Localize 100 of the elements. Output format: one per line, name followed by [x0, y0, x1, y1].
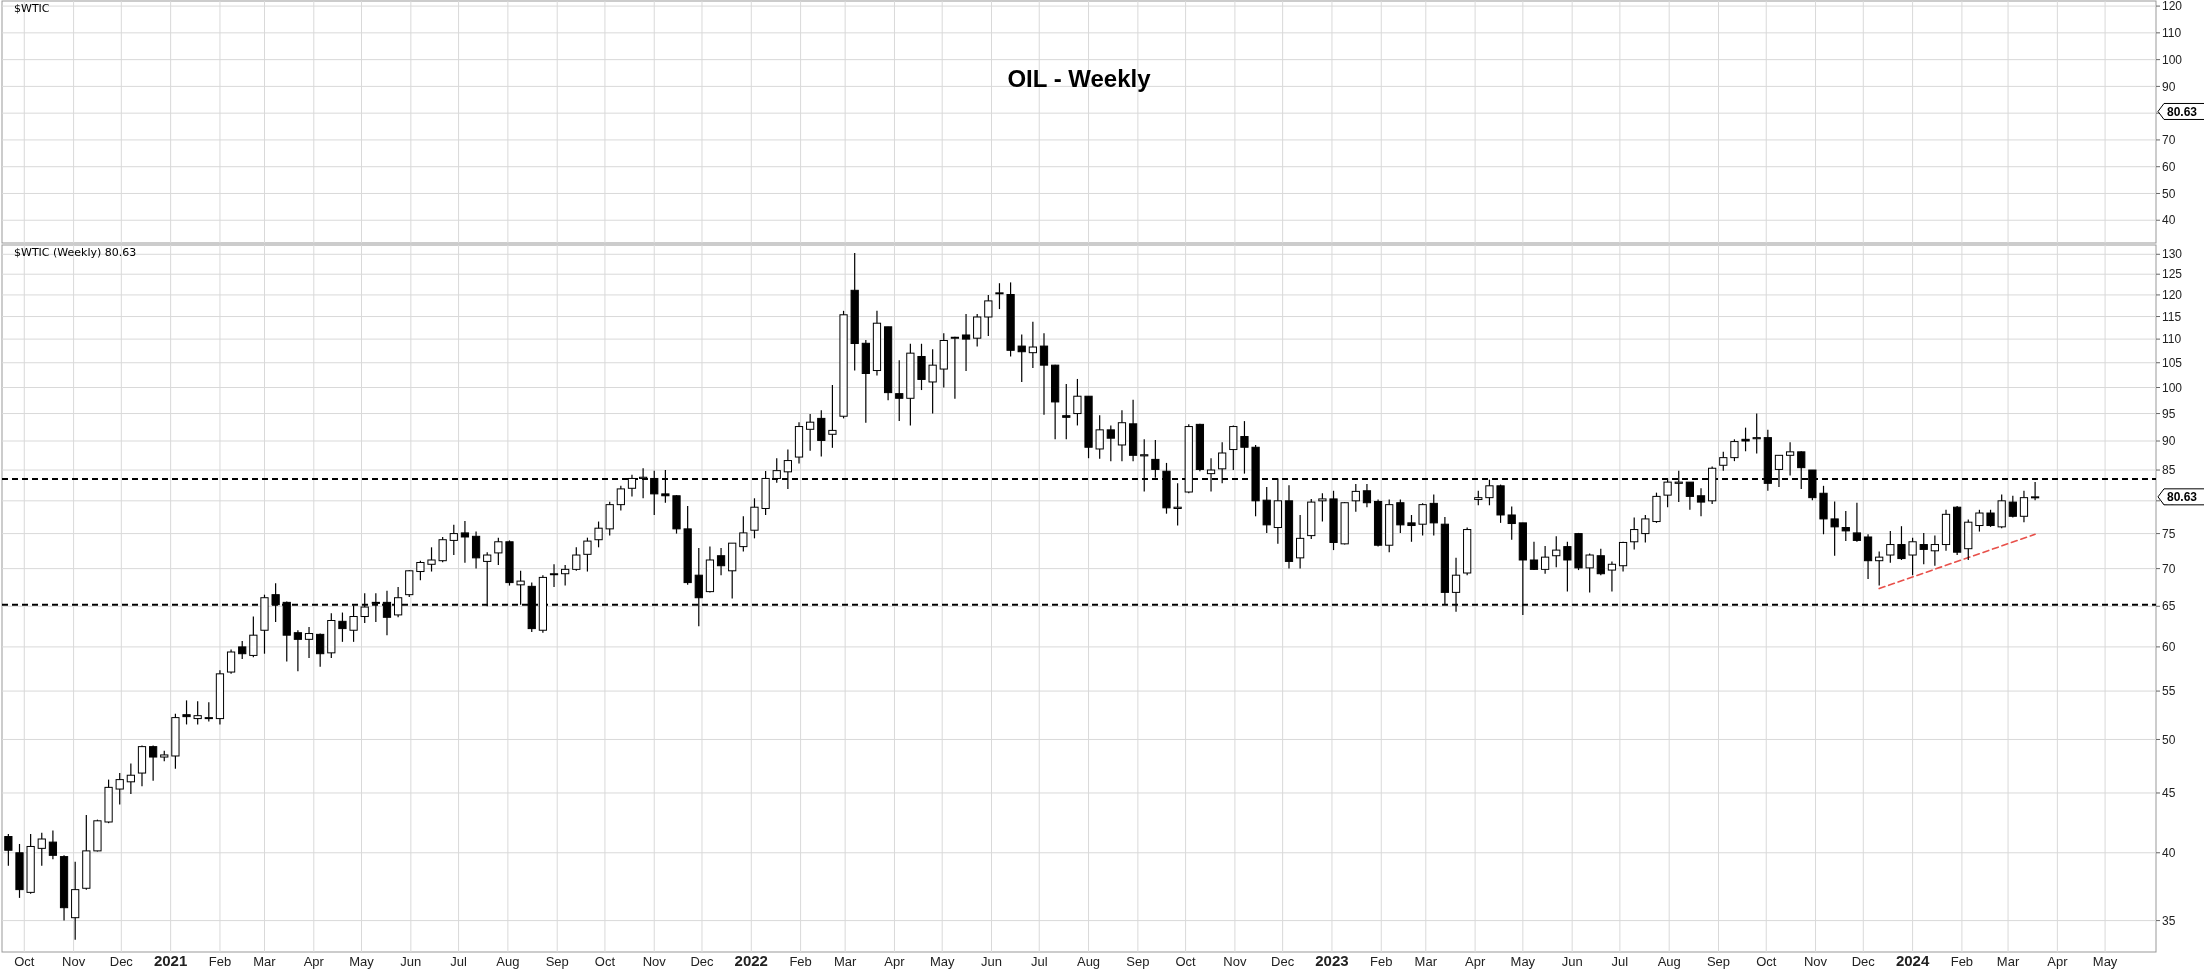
candlestick — [750, 497, 759, 539]
x-tick-label: Jun — [1561, 954, 1583, 969]
candlestick — [1641, 514, 1650, 544]
y-tick-label: 120 — [2162, 0, 2183, 14]
candlestick — [572, 546, 581, 572]
x-tick-label: Dec — [690, 954, 715, 969]
x-tick-label: Sep — [1126, 954, 1150, 969]
candlestick — [494, 537, 503, 566]
x-tick-label: May — [2092, 954, 2118, 969]
text: OIL - Weekly — [1007, 65, 1152, 92]
candlestick — [1173, 482, 1182, 527]
y-tick-label: 100 — [2162, 52, 2183, 67]
x-tick-label: Aug — [1657, 954, 1681, 969]
candlestick — [416, 560, 425, 581]
y-tick-label: 95 — [2162, 406, 2176, 421]
x-tick-label: May — [1510, 954, 1536, 969]
candlestick — [1507, 505, 1516, 541]
candlestick — [984, 294, 993, 337]
x-tick-label: Mar — [253, 954, 277, 969]
x-tick-label: Sep — [545, 954, 569, 969]
y-tick-label: 65 — [2162, 599, 2176, 614]
x-tick-label: 2022 — [734, 952, 768, 969]
x-tick-label: Dec — [1851, 954, 1876, 969]
text: 80.63 — [2167, 104, 2198, 119]
y-tick-label: 90 — [2162, 79, 2176, 94]
candlestick — [1886, 530, 1895, 564]
candlestick — [1607, 560, 1617, 593]
x-tick-label: Sep — [1706, 954, 1731, 969]
candlestick — [583, 537, 592, 573]
candlestick — [405, 569, 414, 598]
candlestick — [739, 515, 748, 553]
candlestick — [917, 343, 926, 391]
candlestick — [471, 530, 481, 570]
candlestick — [1541, 545, 1550, 575]
candlestick — [928, 348, 937, 415]
x-tick-label: Dec — [109, 954, 134, 969]
candlestick — [1630, 516, 1639, 550]
candlestick — [1407, 514, 1416, 543]
x-tick-label: Aug — [1076, 954, 1101, 969]
candlestick — [817, 409, 826, 458]
x-tick-label: 2021 — [153, 952, 188, 969]
x-tick-label: Jul — [450, 954, 467, 969]
x-tick-label: Nov — [1223, 954, 1247, 969]
candlestick — [1875, 550, 1884, 587]
candlestick — [650, 470, 659, 516]
candlestick — [293, 629, 303, 672]
x-tick-label: Feb — [789, 954, 812, 969]
x-tick-label: Feb — [1370, 954, 1393, 969]
y-tick-label: 45 — [2162, 786, 2176, 801]
x-tick-label: Mar — [1996, 954, 2020, 969]
candlestick — [828, 384, 837, 449]
candlestick — [1563, 541, 1572, 593]
candlestick — [182, 699, 191, 726]
candlestick — [1229, 424, 1238, 471]
x-tick-label: May — [349, 954, 375, 969]
x-tick-label: Apr — [303, 954, 325, 969]
y-tick-label: 115 — [2162, 309, 2182, 324]
candlestick — [1318, 492, 1327, 523]
y-tick-label: 55 — [2162, 684, 2176, 699]
candlestick — [806, 413, 815, 452]
candlestick — [1919, 532, 1928, 565]
x-tick-label: Apr — [884, 954, 906, 969]
candlestick — [115, 772, 124, 805]
candlestick — [1596, 548, 1605, 576]
candlestick — [1296, 514, 1305, 570]
candlestick — [48, 829, 58, 860]
y-tick-label: 130 — [2162, 247, 2183, 262]
x-tick-label: Aug — [496, 954, 520, 969]
x-tick-label: Jul — [1611, 954, 1629, 969]
candlestick — [561, 564, 570, 587]
x-tick-label: Oct — [594, 954, 616, 969]
y-tick-label: 85 — [2162, 463, 2176, 478]
y-tick-label: 90 — [2162, 434, 2176, 449]
x-tick-label: Jul — [1030, 954, 1048, 969]
candlestick — [449, 524, 458, 556]
y-tick-label: 40 — [2162, 213, 2176, 228]
candlestick — [4, 833, 13, 867]
candlestick — [193, 700, 202, 726]
candlestick — [149, 745, 158, 782]
x-tick-label: Nov — [62, 954, 86, 969]
y-tick-label: 70 — [2162, 133, 2176, 148]
x-tick-label: Apr — [2047, 954, 2069, 969]
candlestick — [594, 520, 603, 548]
y-tick-label: 110 — [2162, 26, 2182, 41]
candlestick — [1552, 535, 1561, 568]
candlestick — [1830, 500, 1839, 557]
candlestick — [338, 611, 347, 643]
candlestick — [1852, 502, 1862, 543]
x-tick-label: Feb — [208, 954, 232, 969]
y-tick-label: 40 — [2162, 845, 2176, 860]
x-tick-label: Dec — [1271, 954, 1295, 969]
candlestick — [427, 546, 436, 573]
y-tick-label: 105 — [2162, 355, 2183, 370]
candlestick — [1696, 487, 1706, 517]
y-tick-label: 125 — [2162, 267, 2183, 282]
x-tick-label: Nov — [642, 954, 667, 969]
candlestick — [1396, 498, 1405, 534]
annotation: $WTIC (Weekly) 80.63 — [14, 246, 137, 260]
candlestick — [950, 336, 960, 400]
candlestick — [1095, 414, 1104, 460]
